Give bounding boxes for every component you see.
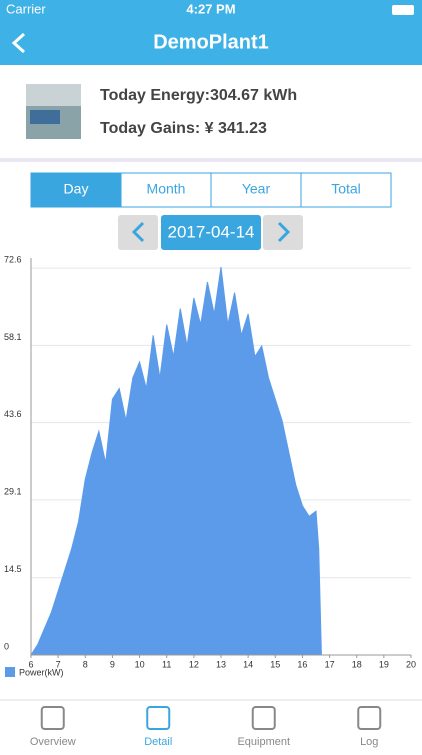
back-button[interactable] bbox=[11, 32, 26, 54]
clock: 4:27 PM bbox=[186, 1, 235, 16]
y-tick-label: 58.1 bbox=[4, 332, 22, 342]
prev-date[interactable] bbox=[118, 215, 158, 250]
tab-icon[interactable] bbox=[251, 706, 276, 730]
x-tick-label: 6 bbox=[28, 659, 33, 669]
y-tick-label: 14.5 bbox=[4, 564, 22, 574]
y-tick-label: 43.6 bbox=[4, 409, 22, 419]
prev-arrow bbox=[131, 221, 145, 243]
today-energy: Today Energy:304.67 kWh bbox=[100, 87, 297, 104]
tab-label: Overview bbox=[30, 736, 76, 748]
plant-photo-sky bbox=[26, 84, 81, 106]
segment-label: Year bbox=[242, 181, 271, 197]
y-tick-label: 0 bbox=[4, 641, 9, 651]
tab-label: Equipment bbox=[237, 736, 290, 748]
x-tick-label: 19 bbox=[379, 659, 389, 669]
x-tick-label: 8 bbox=[83, 659, 88, 669]
tab-label: Log bbox=[360, 736, 378, 748]
separator bbox=[0, 158, 422, 162]
x-tick-label: 13 bbox=[216, 659, 226, 669]
x-tick-label: 11 bbox=[162, 659, 171, 669]
y-tick-label: 72.6 bbox=[4, 254, 22, 264]
next-date[interactable] bbox=[263, 215, 303, 250]
x-tick-label: 7 bbox=[56, 659, 61, 669]
y-tick-label: 29.1 bbox=[4, 486, 22, 496]
plant-photo-roof bbox=[30, 110, 60, 124]
x-tick-label: 16 bbox=[297, 659, 307, 669]
battery bbox=[392, 5, 414, 15]
tab-label: Detail bbox=[144, 736, 172, 748]
next-arrow bbox=[277, 221, 291, 243]
x-tick-label: 9 bbox=[110, 659, 115, 669]
x-tick-label: 15 bbox=[270, 659, 280, 669]
x-tick-label: 14 bbox=[243, 659, 253, 669]
header-bar bbox=[0, 0, 422, 65]
chart: 0 14.5 29.1 43.6 58.1 72.6 6 7 8 9 10 11 12 13 14 15 16 1… bbox=[4, 254, 416, 677]
x-tick-label: 12 bbox=[189, 659, 199, 669]
tab-icon[interactable] bbox=[40, 706, 65, 730]
carrier: Carrier bbox=[6, 1, 46, 16]
tab-bar: Overview Detail Equipment Log bbox=[30, 706, 382, 748]
date-box[interactable] bbox=[161, 215, 261, 250]
tab-icon[interactable] bbox=[357, 706, 382, 730]
legend-label: Power(kW) bbox=[19, 667, 64, 677]
segment-label: Total bbox=[331, 181, 361, 197]
segmented-control: Day Month Year Total bbox=[30, 172, 392, 208]
x-tick-label: 18 bbox=[352, 659, 362, 669]
title: DemoPlant1 bbox=[153, 31, 269, 53]
x-tick-label: 17 bbox=[325, 659, 335, 669]
today-gains: Today Gains: ¥ 341.23 bbox=[100, 120, 267, 137]
x-tick-label: 10 bbox=[135, 659, 145, 669]
segment[interactable] bbox=[120, 172, 212, 208]
segment-label: Month bbox=[147, 181, 186, 197]
power-area bbox=[30, 266, 411, 656]
tab-icon[interactable] bbox=[146, 706, 171, 730]
segment[interactable] bbox=[210, 172, 302, 208]
date: 2017-04-14 bbox=[168, 222, 255, 241]
legend-swatch bbox=[5, 667, 15, 677]
segment-label: Day bbox=[64, 181, 89, 197]
segment[interactable] bbox=[300, 172, 392, 208]
x-tick-label: 20 bbox=[406, 659, 416, 669]
